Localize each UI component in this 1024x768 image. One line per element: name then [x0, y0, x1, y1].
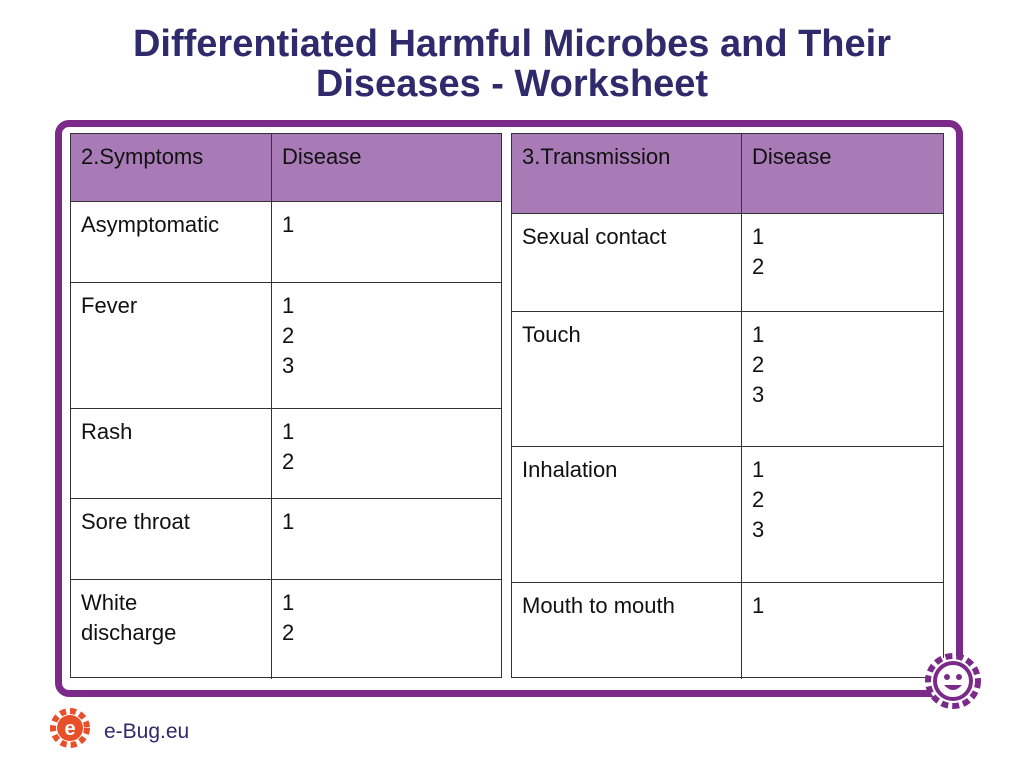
- table-cell: White discharge: [71, 580, 271, 679]
- table-cell: Fever: [71, 283, 271, 408]
- disease-number: 1: [752, 322, 765, 347]
- table-row: Fever 1 2 3: [71, 282, 501, 408]
- table-cell: Inhalation: [512, 447, 741, 582]
- table-row: Rash 1 2: [71, 408, 501, 498]
- svg-text:e: e: [64, 718, 75, 740]
- disease-number: 2: [282, 323, 295, 348]
- table-cell: 1: [271, 499, 501, 579]
- table: 2.Symptoms Disease Asymptomatic 1 Fever 1 2 3 Ra…: [70, 133, 502, 679]
- table-cell: 1 2 3: [271, 283, 501, 408]
- item-text: Asymptomatic: [81, 212, 220, 237]
- item-text: Rash: [81, 419, 133, 444]
- table-cell: Asymptomatic: [71, 202, 271, 282]
- table-cell: Sexual contact: [512, 214, 741, 311]
- table-row: Asymptomatic 1: [71, 201, 501, 282]
- frame: [55, 120, 963, 697]
- disease-number: 3: [752, 517, 765, 542]
- disease-number: 2: [752, 254, 765, 279]
- table-cell: 3.Transmission: [512, 134, 741, 213]
- header-row: 3.Transmission Disease: [512, 134, 943, 213]
- disease-number: 1: [752, 224, 765, 249]
- ebug-logo-icon: e: [50, 708, 90, 748]
- table-row: White discharge 1 2: [71, 579, 501, 679]
- disease-number: 2: [752, 352, 765, 377]
- table-cell: Mouth to mouth: [512, 583, 741, 679]
- table-cell: Rash: [71, 409, 271, 498]
- disease-number: 1: [282, 212, 295, 237]
- table-cell: 1 2 3: [741, 447, 943, 582]
- table-cell: 1 2 3: [741, 312, 943, 446]
- disease-number: 1: [282, 509, 295, 534]
- header-text: Disease: [282, 144, 362, 169]
- item-text: Fever: [81, 293, 138, 318]
- disease-number: 3: [752, 382, 765, 407]
- table-row: Touch 1 2 3: [512, 311, 943, 446]
- disease-number: 2: [752, 487, 765, 512]
- header-text: Disease: [752, 144, 832, 169]
- table-cell: Touch: [512, 312, 741, 446]
- item-text: Mouth to mouth: [522, 593, 675, 618]
- table-row: Mouth to mouth 1: [512, 582, 943, 679]
- item-text: White: [81, 590, 138, 615]
- item-text: discharge: [81, 620, 177, 645]
- header-row: 2.Symptoms Disease: [71, 134, 501, 201]
- disease-number: 1: [282, 293, 295, 318]
- disease-number: 2: [282, 449, 295, 474]
- disease-number: 3: [282, 353, 295, 378]
- table-cell: Disease: [271, 134, 501, 201]
- disease-number: 1: [752, 457, 765, 482]
- disease-number: 1: [282, 590, 295, 615]
- header-text: 2.Symptoms: [81, 144, 204, 169]
- table-row: Sexual contact 1 2: [512, 213, 943, 311]
- table-cell: 1: [271, 202, 501, 282]
- disease-number: 1: [282, 419, 295, 444]
- table: 3.Transmission Disease Sexual contact 1 2 Tou…: [511, 133, 944, 679]
- table-row: Sore throat 1: [71, 498, 501, 579]
- table-cell: Sore throat: [71, 499, 271, 579]
- header-text: 3.Transmission: [522, 144, 671, 169]
- table-cell: 2.Symptoms: [71, 134, 271, 201]
- logo-text: e-Bug.eu: [104, 720, 190, 743]
- smiley-icon: [925, 653, 981, 709]
- item-text: Sore throat: [81, 509, 190, 534]
- table-row: Inhalation 1 2 3: [512, 446, 943, 582]
- item-text: Touch: [522, 322, 581, 347]
- disease-number: 2: [282, 620, 295, 645]
- item-text: Sexual contact: [522, 224, 667, 249]
- title-line: Diseases - Worksheet: [315, 63, 709, 105]
- table-cell: 1: [741, 583, 943, 679]
- item-text: Inhalation: [522, 457, 618, 482]
- disease-number: 1: [752, 593, 765, 618]
- table-cell: Disease: [741, 134, 943, 213]
- title-line: Differentiated Harmful Microbes and Thei…: [132, 23, 891, 65]
- title: Differentiated Harmful Microbes and Thei…: [0, 24, 1024, 104]
